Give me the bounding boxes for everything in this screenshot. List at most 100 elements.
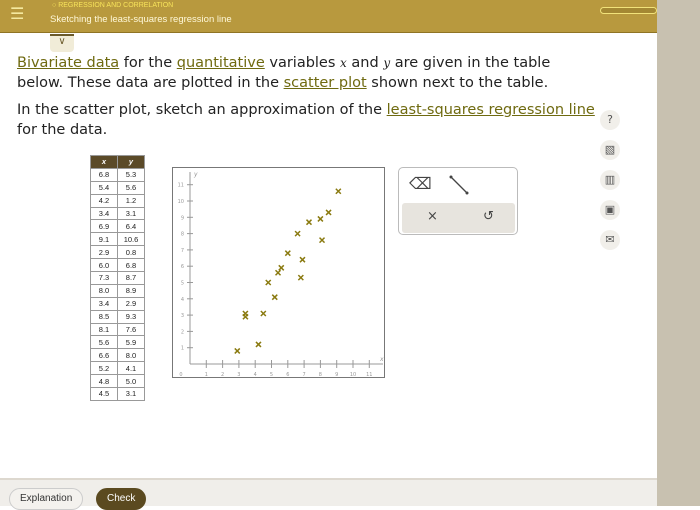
table-row: 6.0 6.8	[90, 258, 145, 273]
data-point	[242, 313, 249, 320]
cell-y: 5.6	[117, 180, 145, 195]
table-row: 3.4 3.1	[90, 206, 145, 221]
cell-y: 5.0	[117, 374, 145, 389]
table-row: 2.9 0.8	[90, 245, 145, 260]
x-tick-label: 11	[366, 372, 372, 378]
footer: Explanation Check	[0, 478, 657, 510]
x-tick-label: 0	[179, 372, 182, 378]
undo-button[interactable]: ↺	[483, 209, 494, 224]
data-point	[260, 310, 267, 317]
table-row: 8.5 9.3	[90, 309, 145, 324]
table-row: 6.6 8.0	[90, 348, 145, 363]
y-tick-label: 8	[181, 232, 184, 238]
x-tick-label: 6	[286, 372, 289, 378]
tool-actions: × ↺	[402, 203, 515, 233]
x-tick-label: 1	[205, 372, 208, 378]
y-tick-label: 1	[181, 346, 184, 352]
question-paragraph-2: In the scatter plot, sketch an approxima…	[17, 100, 597, 140]
cell-y: 3.1	[117, 206, 145, 221]
tool-panel: ⌫ × ↺	[398, 167, 518, 235]
x-tick-label: 2	[221, 372, 224, 378]
cell-y: 2.9	[117, 296, 145, 311]
y-tick-label: 3	[181, 313, 184, 319]
data-point	[305, 219, 313, 226]
cell-x: 9.1	[90, 232, 118, 247]
cell-x: 8.5	[90, 309, 118, 324]
data-point	[278, 264, 285, 271]
text: for the data.	[17, 122, 108, 138]
cell-y: 0.8	[117, 245, 145, 260]
data-point	[274, 269, 282, 276]
cell-x: 5.2	[90, 361, 118, 376]
table-row: 5.2 4.1	[90, 361, 145, 376]
y-tick-label: 7	[181, 248, 184, 254]
table-row: 8.0 8.9	[90, 283, 145, 298]
x-tick-label: 5	[270, 372, 273, 378]
table-row: 7.3 8.7	[90, 271, 145, 285]
scatter-plot-link[interactable]: scatter plot	[283, 75, 367, 91]
col-x: x	[90, 155, 118, 169]
y-axis-label: y	[193, 171, 198, 178]
cell-y: 10.6	[117, 232, 145, 247]
progress-bar	[600, 7, 657, 14]
data-point	[318, 237, 326, 244]
y-tick-label: 6	[181, 264, 184, 270]
data-point	[335, 188, 342, 195]
cell-y: 8.0	[117, 348, 145, 363]
book-icon[interactable]: ▥	[600, 170, 620, 190]
font-size-icon[interactable]: ▣	[600, 200, 620, 220]
y-tick-label: 4	[181, 297, 184, 303]
cell-y: 6.4	[117, 219, 145, 234]
cell-y: 3.1	[117, 387, 145, 401]
bivariate-data-link[interactable]: Bivariate data	[17, 55, 120, 71]
line-tool-icon[interactable]	[449, 175, 469, 195]
cell-y: 7.6	[117, 322, 145, 337]
topic-label: ○ REGRESSION AND CORRELATION	[52, 2, 174, 9]
calculator-icon[interactable]: ▧	[600, 140, 620, 160]
mail-icon[interactable]: ✉	[600, 230, 620, 250]
cell-y: 1.2	[117, 193, 145, 208]
data-point	[234, 347, 241, 354]
chevron-down-icon[interactable]: ∨	[50, 34, 74, 52]
header-bar: ☰ ○ REGRESSION AND CORRELATION Sketching…	[0, 0, 657, 33]
data-point	[271, 294, 278, 301]
eraser-icon[interactable]: ⌫	[409, 174, 432, 193]
cell-y: 5.3	[117, 167, 145, 182]
cell-x: 7.3	[90, 271, 118, 285]
col-y: y	[117, 155, 145, 169]
table-row: 6.9 6.4	[90, 219, 145, 234]
least-squares-link[interactable]: least-squares regression line	[386, 102, 595, 118]
text: shown next to the table.	[366, 75, 549, 91]
quantitative-link[interactable]: quantitative	[176, 55, 265, 71]
y-tick-label: 2	[181, 329, 184, 335]
cell-x: 2.9	[90, 245, 118, 260]
table-row: 6.8 5.3	[90, 167, 145, 182]
x-tick-label: 4	[254, 372, 257, 378]
data-point	[299, 256, 306, 263]
cell-y: 8.7	[117, 271, 145, 285]
cell-x: 5.6	[90, 335, 118, 350]
data-point	[284, 250, 291, 257]
cell-y: 8.9	[117, 283, 145, 298]
y-tick-label: 10	[178, 199, 184, 205]
x-tick-label: 10	[350, 372, 356, 378]
table-row: 4.2 1.2	[90, 193, 145, 208]
table-row: 8.1 7.6	[90, 322, 145, 337]
page-title: Sketching the least-squares regression l…	[50, 14, 232, 25]
x-tick-label: 9	[335, 372, 338, 378]
cell-x: 5.4	[90, 180, 118, 195]
explanation-button[interactable]: Explanation	[9, 488, 84, 510]
table-row: 4.5 3.1	[90, 387, 145, 401]
clear-button[interactable]: ×	[427, 209, 438, 224]
question-paragraph-1: Bivariate data for the quantitative vari…	[17, 53, 597, 93]
cell-x: 6.0	[90, 258, 118, 273]
text: and	[346, 55, 384, 71]
data-point	[294, 230, 301, 237]
cell-x: 4.5	[90, 387, 118, 401]
table-row: 4.8 5.0	[90, 374, 145, 389]
check-button[interactable]: Check	[96, 488, 147, 510]
hamburger-icon[interactable]: ☰	[10, 4, 25, 23]
help-icon[interactable]: ?	[600, 110, 620, 130]
